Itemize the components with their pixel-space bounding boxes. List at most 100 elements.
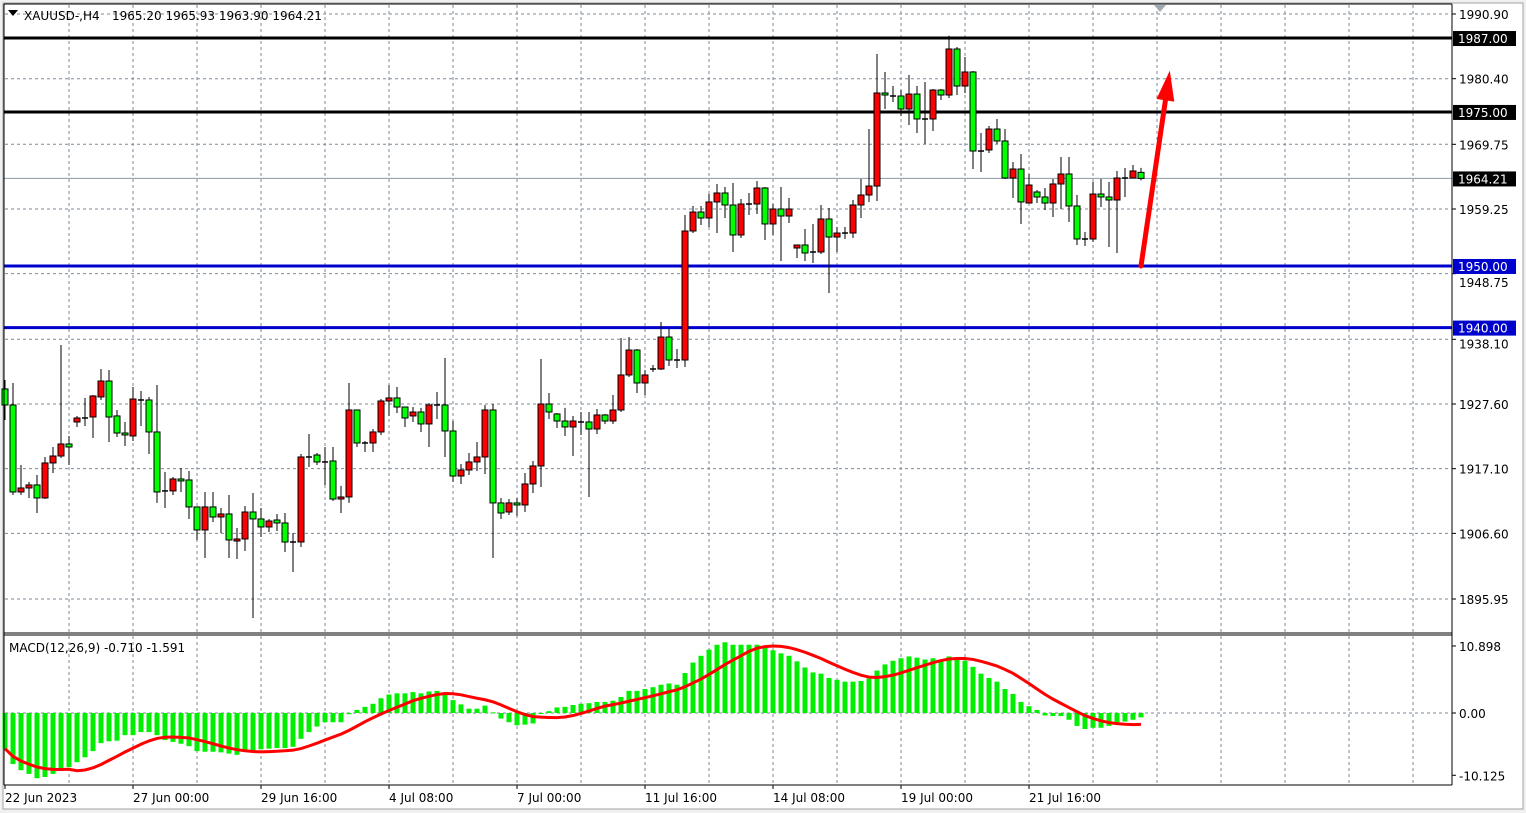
red-arrow-annotation[interactable] xyxy=(1138,70,1175,269)
candle-body-bull xyxy=(609,409,617,422)
candle-body-bull xyxy=(1009,168,1017,179)
macd-histogram-bar xyxy=(1082,713,1088,729)
current-price-box xyxy=(1453,171,1516,187)
candle-body-bear xyxy=(1,388,9,406)
macd-histogram-bar xyxy=(938,659,944,713)
candle-body-bull xyxy=(785,208,793,217)
price-tick-label: 1980.40 xyxy=(1459,73,1509,87)
macd-histogram-bar xyxy=(210,713,216,752)
candle-body-bull xyxy=(873,92,881,187)
candle-body-bear xyxy=(145,399,153,433)
candle xyxy=(362,440,368,452)
candle xyxy=(713,183,721,234)
candle-body-bull xyxy=(17,487,25,493)
candle xyxy=(761,187,769,240)
macd-histogram-bar xyxy=(346,713,352,715)
candle-body-bull xyxy=(985,128,993,151)
candle-body-bull xyxy=(945,48,953,96)
macd-histogram-bar xyxy=(658,684,664,713)
macd-histogram-bar xyxy=(146,713,152,733)
chart-shift-marker-icon[interactable] xyxy=(1154,5,1166,12)
macd-histogram-bar xyxy=(274,713,280,749)
grid xyxy=(5,5,1451,784)
candle xyxy=(33,474,41,513)
macd-histogram-bar xyxy=(442,694,448,713)
macd-histogram-bar xyxy=(1002,689,1008,713)
candle xyxy=(625,337,633,378)
candle xyxy=(385,384,393,416)
candle-body-bear xyxy=(401,406,409,419)
symbol-timeframe: XAUUSD-,H4 xyxy=(24,9,100,23)
candle xyxy=(801,229,809,261)
candle-body-bear xyxy=(801,244,809,254)
candle-body-bull xyxy=(377,400,385,433)
candle-body-bear xyxy=(553,413,561,422)
macd-tick-label: -10.125 xyxy=(1459,769,1505,783)
candle-body-bull xyxy=(929,89,937,120)
macd-histogram-bar xyxy=(298,713,304,739)
candle-body-bear xyxy=(225,513,233,541)
candle-body-bull xyxy=(793,244,801,249)
candle-body-bear xyxy=(697,211,705,219)
macd-histogram-bar xyxy=(770,650,776,713)
candle-body-bear xyxy=(761,187,769,225)
price-tick-label: 1948.75 xyxy=(1459,276,1509,290)
macd-histogram-bar xyxy=(10,713,16,765)
price-tick-label: 1938.10 xyxy=(1459,338,1509,352)
macd-histogram-bar xyxy=(170,713,176,742)
candle xyxy=(138,390,144,426)
current-price-label: 1964.21 xyxy=(1458,172,1508,186)
price-tick-label: 1969.75 xyxy=(1459,138,1509,152)
macd-histogram-bar xyxy=(98,713,104,744)
candle xyxy=(121,421,129,447)
candle-body-bull xyxy=(385,397,393,402)
candle xyxy=(489,403,497,558)
candle xyxy=(73,415,81,427)
macd-histogram-bar xyxy=(506,713,512,723)
macd-histogram-bar xyxy=(554,707,560,713)
arrow-head-icon[interactable] xyxy=(1156,70,1175,102)
candle xyxy=(457,463,465,484)
candle xyxy=(465,452,473,475)
horizontal-lines[interactable] xyxy=(4,36,1452,330)
macd-histogram-bar xyxy=(282,713,288,749)
triangle-down-icon[interactable] xyxy=(8,10,18,16)
candle xyxy=(777,187,785,261)
candle-body-bull xyxy=(705,201,713,219)
candle xyxy=(513,497,521,516)
macd-histogram-bar xyxy=(418,693,424,713)
macd-histogram-bar xyxy=(1042,713,1048,716)
candle xyxy=(978,132,984,173)
candle-body-bull xyxy=(769,208,777,225)
candle xyxy=(529,460,537,493)
candle xyxy=(865,129,873,202)
candle-body-bull xyxy=(89,395,97,418)
macd-histogram-bar xyxy=(154,713,160,736)
macd-histogram-bar xyxy=(186,713,192,747)
macd-histogram-bar xyxy=(1018,701,1024,713)
candle-body-bear xyxy=(33,484,41,499)
candle-body-bull xyxy=(713,192,721,203)
candle xyxy=(697,205,705,226)
arrow-shaft[interactable] xyxy=(1138,97,1168,269)
macd-histogram-bar xyxy=(666,683,672,713)
candle-body-bear xyxy=(1065,173,1073,207)
macd-histogram-bar xyxy=(306,713,312,733)
macd-histogram-bar xyxy=(850,681,856,713)
macd-histogram-bar xyxy=(458,704,464,713)
macd-histogram-bar xyxy=(1090,713,1096,728)
candle xyxy=(545,392,553,419)
macd-histogram-bar xyxy=(714,644,720,713)
candle xyxy=(1137,167,1145,181)
time-tick-label: 11 Jul 16:00 xyxy=(645,791,717,805)
macd-histogram-bar xyxy=(946,656,952,713)
price-tick-label: 1959.25 xyxy=(1459,203,1509,217)
candle-body-bear xyxy=(969,71,977,152)
macd-histogram-bar xyxy=(618,697,624,713)
macd-histogram-bar xyxy=(882,664,888,713)
candle-body-bear xyxy=(209,506,217,518)
macd-histogram-bar xyxy=(466,708,472,713)
candle xyxy=(89,394,97,439)
macd-histogram-bar xyxy=(138,713,144,733)
